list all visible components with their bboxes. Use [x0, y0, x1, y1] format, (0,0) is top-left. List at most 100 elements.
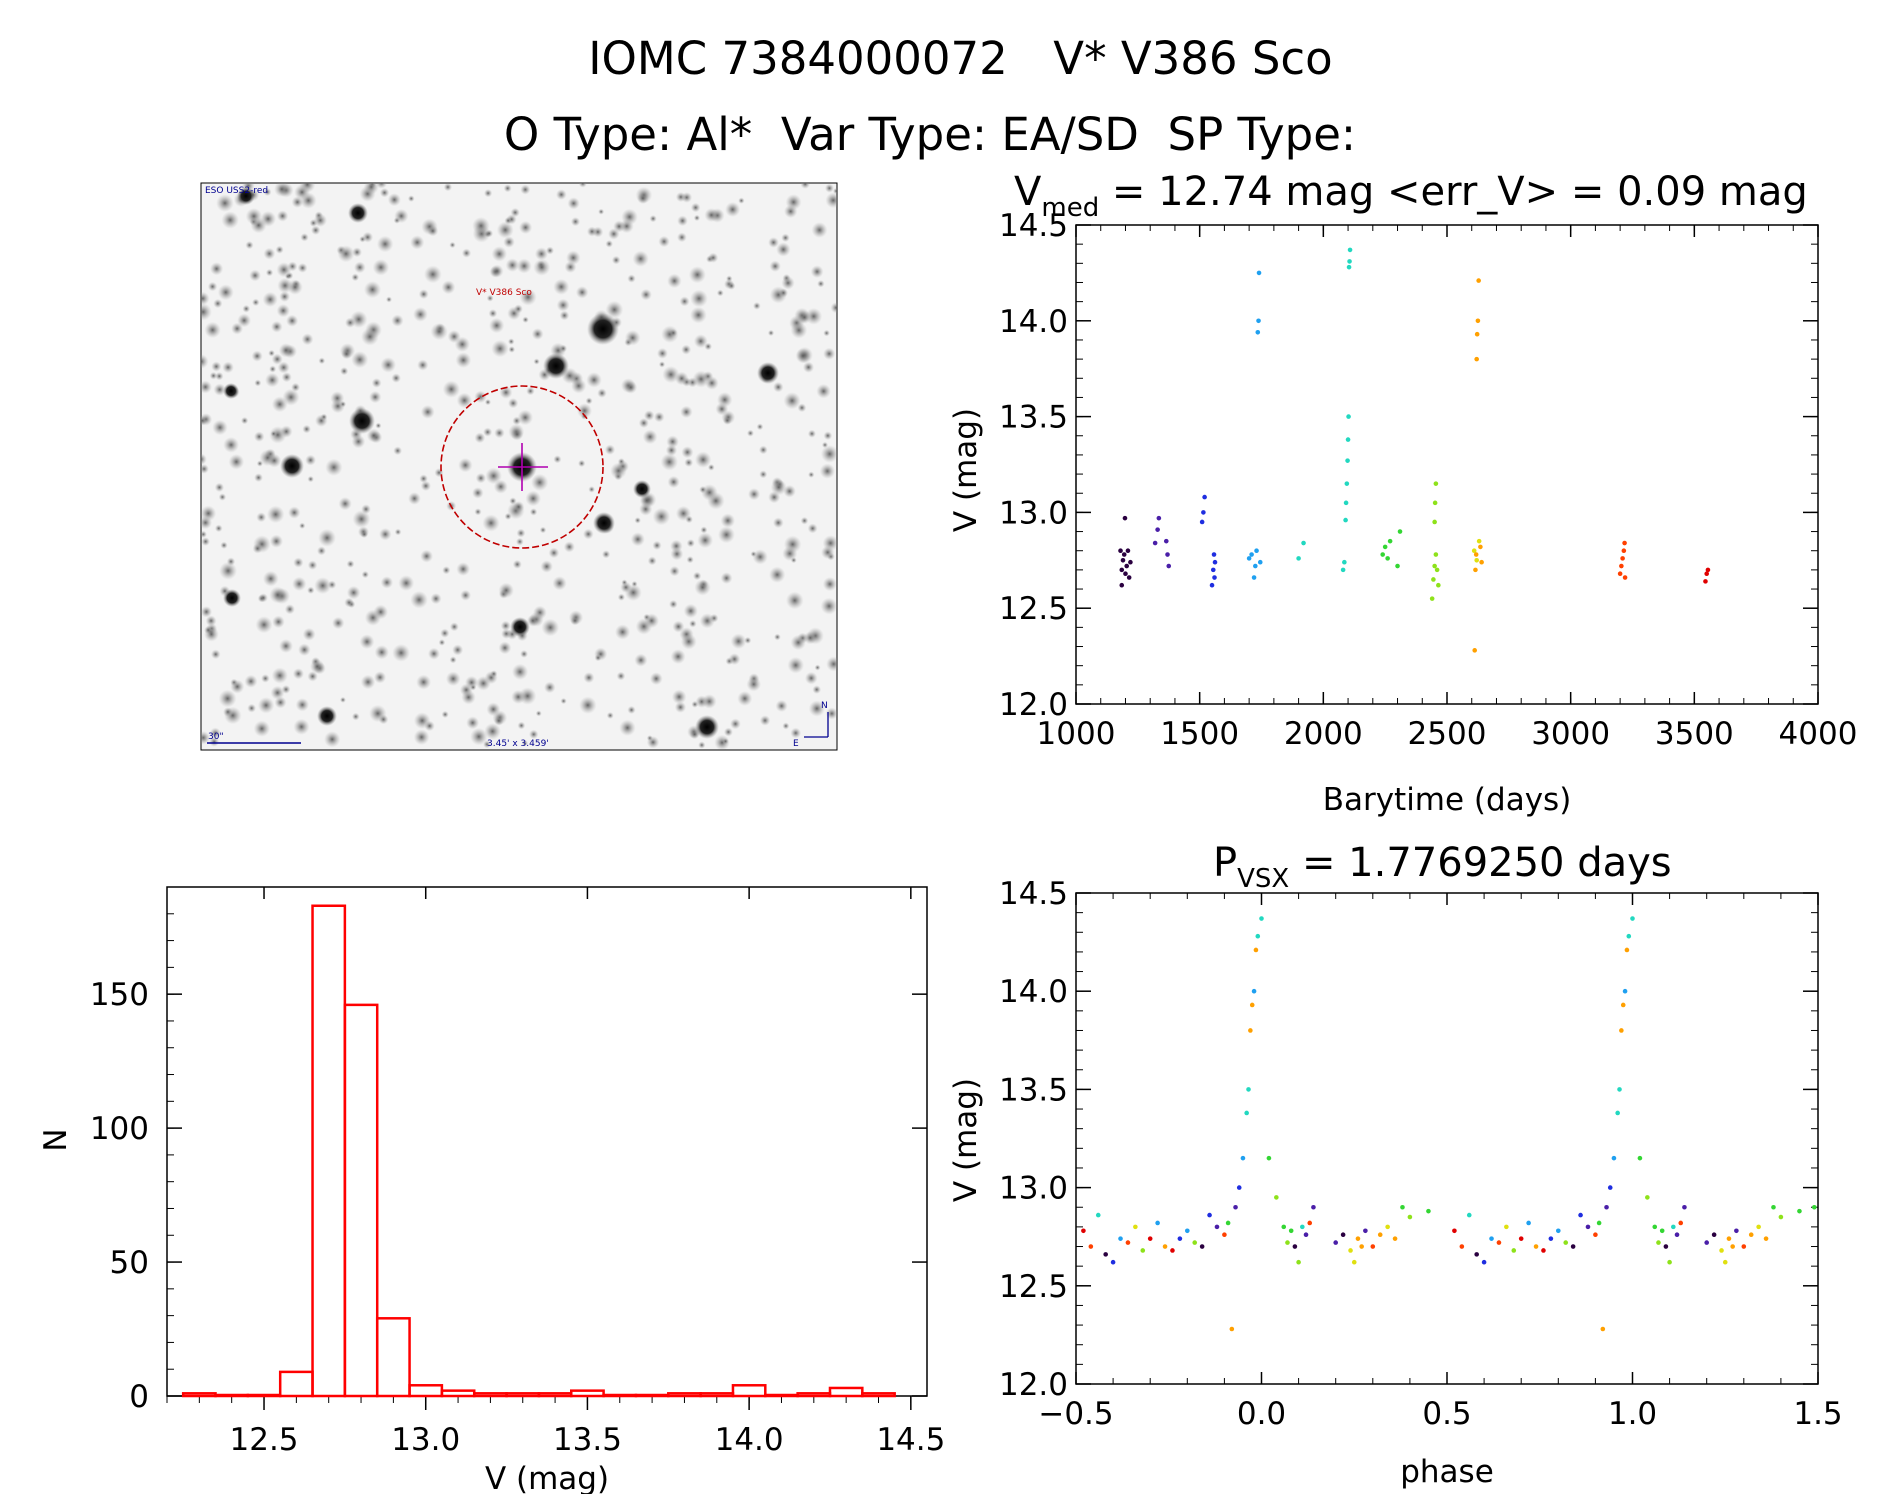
- finder-noise-blob: [503, 236, 515, 248]
- finder-noise-blob: [417, 359, 429, 371]
- light-curve-point: [1120, 558, 1126, 563]
- light-curve-point: [1397, 529, 1403, 534]
- phase-curve-point: [1578, 1212, 1583, 1218]
- phase-curve-point: [1763, 1236, 1769, 1241]
- finder-noise-blob: [276, 262, 292, 278]
- finder-star: [633, 480, 651, 498]
- light-curve-point: [1122, 515, 1128, 521]
- finder-noise-blob: [201, 537, 211, 546]
- finder-noise-blob: [427, 647, 440, 660]
- finder-noise-blob: [795, 348, 811, 364]
- finder-star-field: [201, 183, 837, 750]
- finder-noise-blob: [278, 639, 293, 654]
- light-curve-point: [1479, 559, 1484, 565]
- finder-noise-blob: [800, 183, 811, 189]
- finder-noise-blob: [295, 698, 310, 712]
- finder-noise-blob: [689, 306, 707, 324]
- finder-noise-blob: [579, 696, 597, 714]
- phase-curve-point: [1459, 1244, 1465, 1249]
- finder-noise-blob: [440, 628, 450, 638]
- phase-curve-point: [1593, 1232, 1598, 1238]
- finder-noise-blob: [470, 727, 488, 746]
- finder-noise-blob: [443, 183, 453, 192]
- finder-noise-blob: [559, 344, 568, 353]
- finder-noise-blob: [442, 380, 461, 398]
- light-curve-point: [1123, 571, 1128, 577]
- light-curve-point: [1471, 548, 1477, 554]
- histogram-bar: [278, 1370, 314, 1398]
- finder-noise-blob: [269, 365, 277, 373]
- finder-noise-blob: [820, 597, 837, 615]
- finder-noise-blob: [262, 570, 279, 587]
- finder-noise-blob: [723, 727, 733, 737]
- finder-noise-blob: [483, 189, 493, 198]
- histogram-bar: [731, 1384, 767, 1398]
- finder-noise-blob: [627, 705, 636, 715]
- finder-noise-blob: [449, 622, 459, 632]
- finder-noise-blob: [201, 731, 211, 745]
- finder-noise-blob: [722, 738, 729, 745]
- finder-noise-blob: [228, 454, 245, 470]
- finder-noise-blob: [445, 671, 461, 687]
- finder-noise-blob: [772, 381, 784, 393]
- phase-curve-point: [1088, 1244, 1094, 1249]
- finder-noise-blob: [535, 710, 542, 717]
- finder-noise-blob: [690, 289, 708, 308]
- finder-noise-blob: [276, 210, 289, 222]
- finder-noise-blob: [340, 366, 349, 376]
- finder-noise-blob: [704, 342, 713, 351]
- phase-curve-point: [1511, 1248, 1517, 1253]
- finder-noise-blob: [391, 373, 401, 383]
- finder-noise-blob: [274, 183, 290, 197]
- finder-noise-blob: [324, 731, 341, 748]
- phase-curve-point: [1311, 1204, 1316, 1210]
- finder-noise-blob: [781, 233, 790, 243]
- finder-noise-blob: [392, 643, 411, 662]
- finder-noise-blob: [722, 415, 732, 425]
- finder-noise-blob: [670, 547, 684, 561]
- finder-star: [510, 617, 530, 637]
- finder-noise-blob: [604, 444, 616, 455]
- finder-noise-blob: [704, 208, 719, 223]
- finder-noise-blob: [775, 699, 788, 713]
- finder-noise-blob: [327, 580, 337, 590]
- finder-noise-blob: [669, 565, 680, 577]
- histogram-panel: 12.5 13.0 13.5 14.0 14.5 0 50 100 150 V (mag) N: [38, 886, 945, 1494]
- finder-noise-blob: [512, 559, 522, 569]
- light-curve-point: [1436, 582, 1441, 588]
- light-curve-xtick-label: 3500: [1655, 716, 1734, 752]
- finder-noise-blob: [373, 671, 387, 684]
- finder-noise-blob: [570, 615, 580, 626]
- finder-noise-blob: [529, 729, 539, 740]
- finder-noise-blob: [605, 300, 624, 319]
- finder-noise-blob: [614, 624, 631, 640]
- light-curve-point: [1126, 575, 1132, 580]
- histogram-ytick-label: 50: [110, 1245, 149, 1281]
- finder-noise-blob: [351, 434, 366, 449]
- finder-noise-blob: [455, 352, 472, 369]
- finder-noise-blob: [339, 696, 346, 703]
- finder-noise-blob: [490, 264, 504, 278]
- phase-curve-point: [1556, 1228, 1561, 1234]
- phase-curve-point: [1734, 1228, 1739, 1234]
- finder-noise-blob: [466, 716, 480, 730]
- light-curve-ytick-label: 14.0: [999, 304, 1068, 340]
- finder-noise-blob: [398, 575, 415, 592]
- finder-noise-blob: [378, 714, 389, 725]
- finder-noise-blob: [559, 310, 570, 321]
- finder-noise-blob: [461, 248, 472, 258]
- finder-noise-blob: [201, 516, 213, 530]
- finder-noise-blob: [812, 685, 822, 694]
- finder-noise-blob: [292, 576, 307, 592]
- finder-noise-blob: [371, 378, 382, 388]
- finder-noise-blob: [803, 631, 817, 645]
- finder-star: [593, 512, 615, 534]
- phase-curve-point: [1678, 1220, 1684, 1226]
- phase-curve-point: [1722, 1259, 1728, 1265]
- finder-noise-blob: [513, 304, 523, 314]
- finder-noise-blob: [359, 634, 375, 650]
- finder-noise-blob: [647, 556, 657, 566]
- light-curve-point: [1619, 563, 1624, 569]
- phase-curve-point: [1682, 1204, 1687, 1210]
- finder-noise-blob: [821, 441, 829, 449]
